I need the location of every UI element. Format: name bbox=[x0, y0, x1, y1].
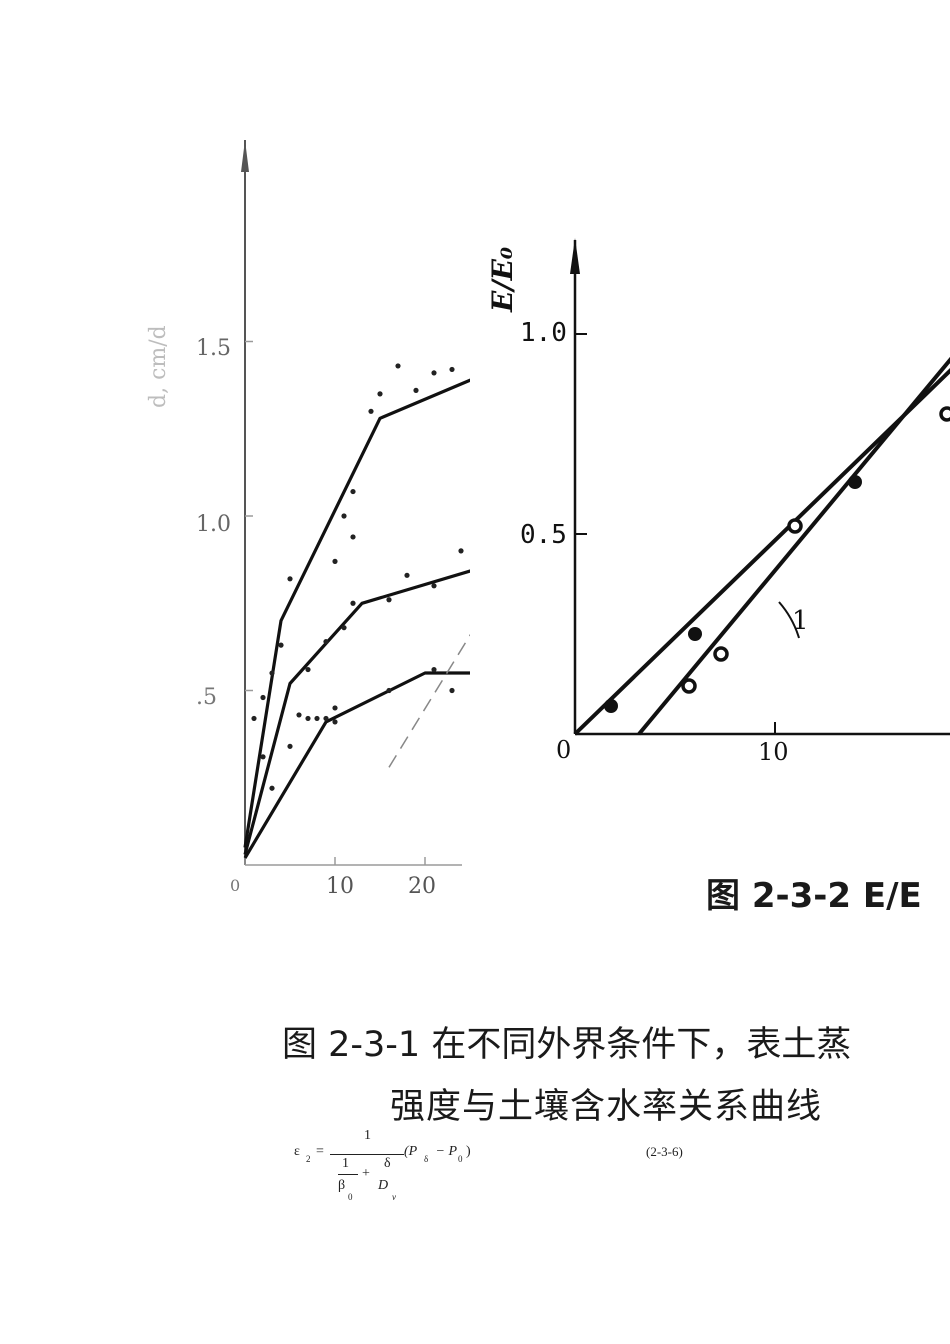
left-data-point-23 bbox=[413, 387, 419, 393]
left-data-point-33 bbox=[287, 743, 293, 749]
left-data-point-8 bbox=[305, 666, 311, 673]
right-series-line-2 bbox=[573, 368, 950, 736]
right-y-axis-label: E/E₀ bbox=[486, 246, 519, 312]
formula-plus: + bbox=[362, 1166, 370, 1181]
formula-dv-sub: v bbox=[392, 1192, 396, 1202]
left-data-point-32 bbox=[449, 687, 455, 694]
figure-caption-line-1: 图 2-3-1 在不同外界条件下，表土蒸 bbox=[282, 1025, 852, 1065]
right-filled-point-1 bbox=[688, 627, 702, 641]
formula-beta: β bbox=[338, 1178, 346, 1193]
left-data-point-34 bbox=[305, 715, 311, 722]
formula-minus: − P bbox=[432, 1144, 458, 1159]
left-chart-points bbox=[251, 363, 464, 791]
left-chart bbox=[241, 140, 470, 866]
left-series-line-2 bbox=[243, 569, 470, 855]
left-series-line-4 bbox=[388, 633, 470, 768]
left-y-tick-0-5: .5 bbox=[196, 685, 217, 710]
formula-dv: D bbox=[378, 1178, 389, 1193]
right-y-axis-arrow bbox=[570, 238, 580, 274]
formula-inner-bar bbox=[338, 1174, 358, 1175]
left-data-point-12 bbox=[332, 558, 338, 564]
left-x-tick-20: 20 bbox=[408, 874, 436, 899]
formula-p-sub-1: δ bbox=[424, 1154, 429, 1164]
right-open-point-1 bbox=[713, 646, 729, 662]
formula-numerator: 1 bbox=[364, 1128, 371, 1143]
left-series-line-1 bbox=[243, 378, 470, 848]
right-open-point-2 bbox=[787, 518, 803, 534]
left-data-point-18 bbox=[350, 600, 356, 606]
formula-paren-open: (P bbox=[404, 1144, 418, 1159]
formula-paren-close: ) bbox=[466, 1144, 471, 1159]
formula-beta-sub: 0 bbox=[348, 1192, 353, 1202]
left-data-point-3 bbox=[260, 754, 266, 760]
left-data-point-10 bbox=[323, 715, 329, 722]
left-y-axis-arrow bbox=[241, 140, 249, 172]
figure-caption-line-2: 强度与土壤含水率关系曲线 bbox=[390, 1087, 823, 1127]
left-data-point-14 bbox=[350, 534, 356, 540]
left-data-point-19 bbox=[332, 705, 338, 711]
right-open-point-3 bbox=[939, 406, 950, 422]
formula-equals: = bbox=[316, 1144, 324, 1159]
right-filled-point-0 bbox=[604, 699, 618, 713]
left-data-point-26 bbox=[386, 597, 392, 603]
left-data-point-4 bbox=[269, 785, 275, 791]
right-filled-point-2 bbox=[848, 475, 862, 489]
left-data-point-22 bbox=[395, 363, 401, 369]
left-data-point-13 bbox=[341, 513, 347, 519]
left-data-point-16 bbox=[323, 639, 329, 645]
left-data-point-31 bbox=[431, 666, 437, 673]
left-data-point-25 bbox=[449, 366, 455, 373]
left-x-tick-10: 10 bbox=[326, 874, 354, 899]
left-data-point-20 bbox=[368, 408, 374, 414]
formula-fraction-bar bbox=[330, 1154, 404, 1155]
left-data-point-2 bbox=[269, 670, 275, 676]
left-data-point-11 bbox=[332, 719, 338, 725]
left-data-point-21 bbox=[377, 391, 383, 397]
left-data-point-29 bbox=[458, 548, 464, 554]
left-data-point-7 bbox=[296, 712, 302, 718]
left-data-point-27 bbox=[404, 572, 410, 578]
left-chart-lines bbox=[243, 378, 470, 859]
formula-lhs-sub: 2 bbox=[306, 1154, 311, 1164]
left-y-axis-label: d, cm/d bbox=[146, 325, 171, 408]
left-data-point-15 bbox=[350, 488, 356, 495]
right-x-tick-10: 10 bbox=[758, 738, 789, 766]
formula-block: ε 2 = 1 1 δ + β 0 D v (P δ − P 0 ) (2-3-… bbox=[280, 1128, 720, 1220]
left-y-tick-1-0: 1.0 bbox=[196, 512, 231, 537]
left-data-point-0 bbox=[251, 715, 257, 722]
formula-denominator-1: 1 bbox=[342, 1156, 349, 1171]
right-chart-points bbox=[604, 406, 950, 713]
right-chart-axes bbox=[570, 238, 950, 736]
formula-p-sub-2: 0 bbox=[458, 1154, 463, 1164]
right-y-tick-1-0: 1.0 bbox=[520, 318, 567, 348]
right-figure-caption: 图 2-3-2 E/E bbox=[706, 876, 922, 916]
right-series-line-1 bbox=[637, 356, 950, 736]
formula-delta: δ bbox=[384, 1156, 391, 1171]
right-chart-lines bbox=[573, 356, 950, 736]
formula-lhs: ε bbox=[294, 1144, 300, 1159]
left-data-point-9 bbox=[314, 715, 320, 722]
right-x-tick-0: 0 bbox=[556, 736, 572, 764]
left-data-point-5 bbox=[278, 642, 284, 648]
left-data-point-28 bbox=[431, 583, 437, 589]
left-x-tick-0: 0 bbox=[230, 876, 241, 895]
right-curve-label: 1 bbox=[792, 606, 809, 636]
left-data-point-6 bbox=[287, 576, 293, 582]
left-y-tick-1-5: 1.5 bbox=[196, 336, 231, 361]
formula-number: (2-3-6) bbox=[646, 1144, 683, 1159]
right-open-point-0 bbox=[681, 678, 697, 694]
left-series-line-3 bbox=[243, 671, 470, 859]
left-data-point-17 bbox=[341, 625, 347, 631]
right-y-tick-0-5: 0.5 bbox=[520, 520, 567, 550]
left-chart-axes bbox=[241, 140, 462, 866]
left-data-point-1 bbox=[260, 694, 266, 701]
left-data-point-30 bbox=[386, 687, 392, 694]
left-data-point-24 bbox=[431, 370, 437, 376]
